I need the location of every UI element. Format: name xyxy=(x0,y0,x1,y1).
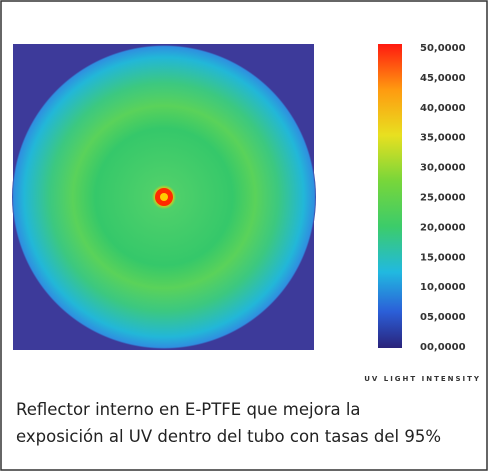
colorbar-ticks: 50,0000 45,0000 40,0000 35,0000 30,0000 25,00… xyxy=(420,43,466,353)
colorbar-tick-label: 10,0000 xyxy=(420,282,466,293)
hotspot-core xyxy=(160,193,168,201)
caption-line: Reflector interno en E-PTFE que mejora l… xyxy=(16,400,361,419)
colorbar-tick-label: 40,0000 xyxy=(420,103,466,114)
colorbar-tick-label: 50,0000 xyxy=(420,43,466,54)
colorbar-tick-label: 25,0000 xyxy=(420,193,466,204)
colorbar-label: UV LIGHT INTENSITY xyxy=(364,375,481,383)
colorbar-tick-label: 00,0000 xyxy=(420,342,466,353)
colorbar-tick-label: 45,0000 xyxy=(420,73,466,84)
colorbar-tick-label: 15,0000 xyxy=(420,252,466,263)
colorbar-tick-label: 35,0000 xyxy=(420,133,466,144)
colorbar-tick-label: 30,0000 xyxy=(420,163,466,174)
colorbar-tick-label: 05,0000 xyxy=(420,312,466,323)
colorbar-tick-label: 20,0000 xyxy=(420,222,466,233)
caption-line: exposición al UV dentro del tubo con tas… xyxy=(16,427,441,446)
colorbar xyxy=(378,44,402,348)
